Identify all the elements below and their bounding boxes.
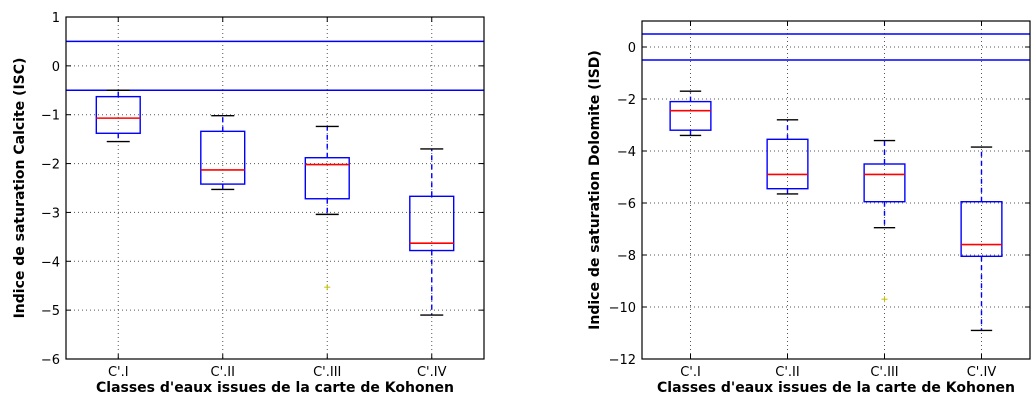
y-tick-label: −1 xyxy=(41,109,60,124)
iqr-box xyxy=(960,200,1003,257)
y-tick-label: −6 xyxy=(617,197,636,212)
y-tick-label: −6 xyxy=(41,353,60,368)
box-3 xyxy=(863,139,906,303)
box-3 xyxy=(304,125,350,291)
y-tick-label: −12 xyxy=(609,353,636,368)
x-axis-label: Classes d'eaux issues de la carte de Koh… xyxy=(96,380,454,396)
y-axis-label: Indice de saturation Calcite (ISC) xyxy=(12,58,28,319)
iqr-box xyxy=(200,130,246,185)
x-tick-label: C'.III xyxy=(313,365,341,380)
y-tick-label: −10 xyxy=(609,301,636,316)
y-tick-label: −3 xyxy=(41,206,60,221)
y-tick-label: −5 xyxy=(41,304,60,319)
calcite-chart: 1 0 −1 −2 −3 −4 −5 −6 C'.I C'.II C'.III C'.IVClasse… xyxy=(12,11,485,396)
y-tick-label: −2 xyxy=(41,158,60,173)
x-tick-label: C'.I xyxy=(680,365,701,380)
iqr-box xyxy=(409,195,455,252)
x-tick-label: C'.II xyxy=(211,365,235,380)
x-tick-label: C'.II xyxy=(775,365,799,380)
x-tick-label: C'.IV xyxy=(967,365,997,380)
dolomite-chart: 0 −2 −4 −6 −8 −10 −12 C'.I C'.II C'.III C'.IVClass… xyxy=(587,20,1031,396)
iqr-box xyxy=(95,95,141,134)
plot-frame xyxy=(641,20,1031,360)
box-4 xyxy=(409,148,455,316)
y-tick-label: −2 xyxy=(617,93,636,108)
x-tick-label: C'.I xyxy=(108,365,129,380)
box-1 xyxy=(669,90,712,137)
x-tick-label: C'.IV xyxy=(417,365,447,380)
y-tick-label: −4 xyxy=(617,145,636,160)
box-2 xyxy=(766,119,809,195)
y-tick-label: 0 xyxy=(628,41,636,56)
box-1 xyxy=(95,89,141,143)
x-axis-label: Classes d'eaux issues de la carte de Koh… xyxy=(657,380,1015,396)
iqr-box xyxy=(863,163,906,203)
x-tick-label: C'.III xyxy=(870,365,898,380)
outlier-point xyxy=(324,284,331,291)
y-tick-label: −4 xyxy=(41,255,60,270)
iqr-box xyxy=(766,138,809,190)
box-4 xyxy=(960,146,1003,332)
outlier-point xyxy=(881,296,888,303)
y-tick-label: 0 xyxy=(52,60,60,75)
y-tick-label: 1 xyxy=(52,11,60,26)
y-axis-label: Indice de saturation Dolomite (ISD) xyxy=(587,50,603,330)
iqr-box xyxy=(304,157,350,200)
iqr-box xyxy=(669,100,712,131)
plot-frame xyxy=(65,16,485,360)
y-tick-label: −8 xyxy=(617,249,636,264)
box-2 xyxy=(200,114,246,191)
